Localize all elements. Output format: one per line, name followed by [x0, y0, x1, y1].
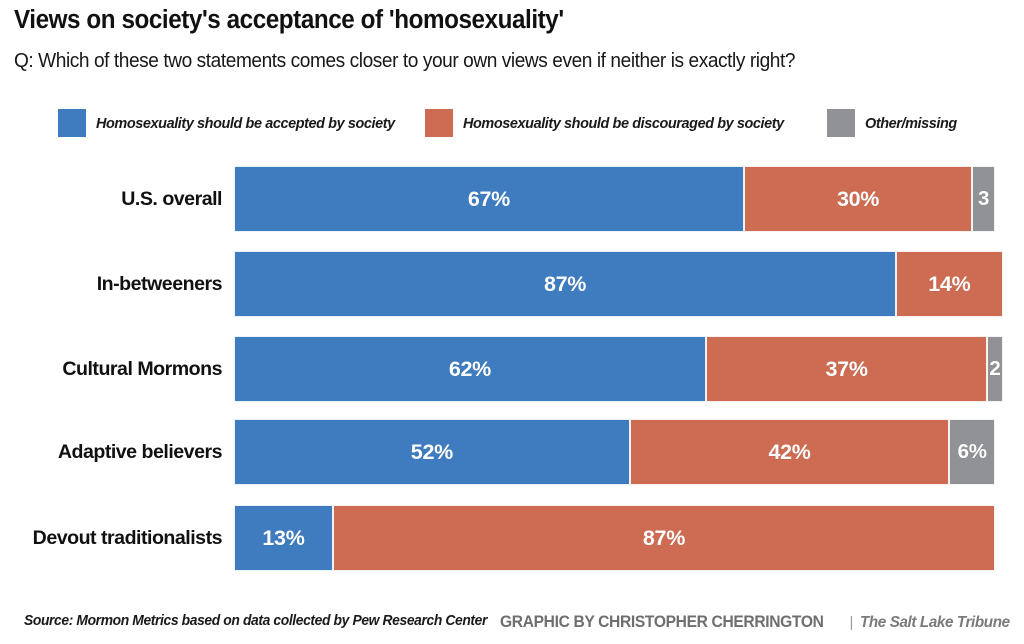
footer-credit: GRAPHIC BY CHRISTOPHER CHERRINGTON | The… — [500, 613, 1018, 632]
footer-graphic-credit: GRAPHIC BY CHRISTOPHER CHERRINGTON — [500, 613, 824, 631]
bar-segment-accepted[interactable]: 87% — [234, 251, 897, 317]
bar-segment-accepted[interactable]: 52% — [234, 419, 630, 485]
bar-row-label: Devout traditionalists — [32, 526, 223, 549]
legend-item-accepted[interactable]: Homosexuality should be accepted by soci… — [58, 108, 410, 138]
bar-track: 52% 42% 6% — [234, 419, 995, 485]
bar-row: Devout traditionalists 13% 87% — [0, 505, 1024, 571]
bar-segment-accepted[interactable]: 13% — [234, 505, 333, 571]
legend-label-accepted: Homosexuality should be accepted by soci… — [96, 114, 395, 132]
bar-row: U.S. overall 67% 30% 3 — [0, 166, 1024, 232]
bar-track: 67% 30% 3 — [234, 166, 995, 232]
chart-plot-area: U.S. overall 67% 30% 3 In-betweeners 87% 14% Cu… — [0, 160, 1024, 580]
bar-track: 62% 37% 2 — [234, 336, 1003, 402]
bar-segment-discouraged[interactable]: 37% — [705, 336, 988, 402]
page-title: Views on society's acceptance of 'homose… — [14, 6, 564, 34]
bar-segment-other[interactable]: 2 — [987, 336, 1003, 402]
footer-publication-name: The Salt Lake Tribune — [860, 614, 1011, 631]
bar-row-label: U.S. overall — [121, 187, 222, 210]
bar-segment-value: 87% — [642, 525, 686, 550]
bar-segment-value: 62% — [448, 356, 491, 381]
bar-row: Adaptive believers 52% 42% 6% — [0, 419, 1024, 485]
bar-segment-value: 30% — [836, 186, 880, 211]
legend-label-other: Other/missing — [865, 114, 957, 132]
bar-track: 87% 14% — [234, 251, 1003, 317]
bar-segment-value: 3 — [978, 187, 990, 210]
legend-swatch-icon-other — [827, 109, 855, 137]
bar-segment-accepted[interactable]: 62% — [234, 336, 706, 402]
chart-footer: Source: Mormon Metrics based on data col… — [0, 605, 1024, 644]
bar-track: 13% 87% — [234, 505, 995, 571]
bar-segment-discouraged[interactable]: 14% — [896, 251, 1003, 317]
legend-label-discouraged: Homosexuality should be discouraged by s… — [463, 114, 784, 132]
bar-segment-value: 6% — [957, 440, 987, 463]
legend-swatch-icon-accepted — [58, 109, 86, 137]
bar-row-label: Cultural Mormons — [62, 357, 222, 380]
footer-source-note: Source: Mormon Metrics based on data col… — [24, 613, 488, 629]
chart-legend: Homosexuality should be accepted by soci… — [0, 108, 1024, 138]
bar-segment-value: 37% — [825, 356, 868, 381]
bar-segment-value: 67% — [467, 186, 510, 211]
bar-segment-value: 13% — [262, 525, 305, 550]
bar-segment-discouraged[interactable]: 42% — [629, 419, 950, 485]
footer-divider: | — [849, 614, 854, 631]
bar-row-label: In-betweeners — [96, 272, 223, 295]
bar-segment-value: 87% — [543, 271, 587, 296]
legend-item-other[interactable]: Other/missing — [827, 108, 962, 138]
chart-question: Q: Which of these two statements comes c… — [14, 50, 796, 72]
bar-row: Cultural Mormons 62% 37% 2 — [0, 336, 1024, 402]
bar-segment-value: 42% — [768, 439, 811, 464]
bar-segment-other[interactable]: 6% — [949, 419, 995, 485]
legend-swatch-icon-discouraged — [425, 109, 453, 137]
bar-segment-discouraged[interactable]: 87% — [332, 505, 995, 571]
bar-segment-value: 14% — [928, 271, 971, 296]
legend-item-discouraged[interactable]: Homosexuality should be discouraged by s… — [425, 108, 801, 138]
bar-row: In-betweeners 87% 14% — [0, 251, 1024, 317]
bar-row-label: Adaptive believers — [57, 440, 223, 463]
bar-segment-accepted[interactable]: 67% — [234, 166, 744, 232]
bar-segment-value: 2 — [989, 357, 1001, 380]
bar-segment-value: 52% — [410, 439, 453, 464]
bar-segment-other[interactable]: 3 — [972, 166, 995, 232]
bar-segment-discouraged[interactable]: 30% — [743, 166, 973, 232]
